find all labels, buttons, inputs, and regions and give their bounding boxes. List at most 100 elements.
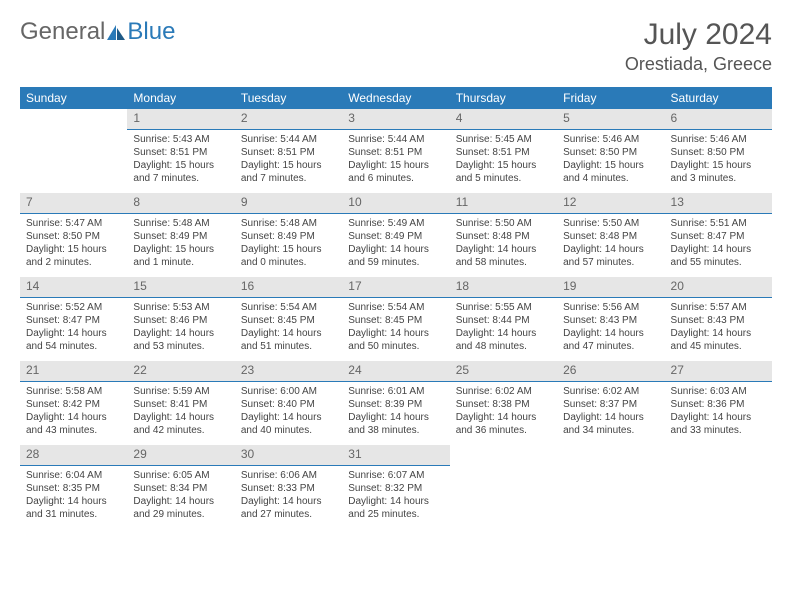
sunset-line: Sunset: 8:32 PM bbox=[348, 482, 443, 495]
sunrise-line: Sunrise: 5:47 AM bbox=[26, 217, 121, 230]
sunrise-line: Sunrise: 5:58 AM bbox=[26, 385, 121, 398]
day-number: 24 bbox=[342, 361, 449, 382]
day-info: Sunrise: 5:50 AMSunset: 8:48 PMDaylight:… bbox=[557, 214, 664, 273]
sunrise-line: Sunrise: 5:50 AM bbox=[456, 217, 551, 230]
calendar-cell: 30Sunrise: 6:06 AMSunset: 8:33 PMDayligh… bbox=[235, 445, 342, 529]
day-number: 23 bbox=[235, 361, 342, 382]
title-block: July 2024 Orestiada, Greece bbox=[625, 18, 772, 75]
daylight-line: Daylight: 15 hours and 2 minutes. bbox=[26, 243, 121, 269]
sunrise-line: Sunrise: 6:02 AM bbox=[563, 385, 658, 398]
day-number: 6 bbox=[665, 109, 772, 130]
calendar-cell bbox=[665, 445, 772, 529]
sunrise-line: Sunrise: 6:07 AM bbox=[348, 469, 443, 482]
sunrise-line: Sunrise: 5:45 AM bbox=[456, 133, 551, 146]
calendar-row: 7Sunrise: 5:47 AMSunset: 8:50 PMDaylight… bbox=[20, 193, 772, 277]
calendar-cell: 6Sunrise: 5:46 AMSunset: 8:50 PMDaylight… bbox=[665, 109, 772, 193]
day-header: Thursday bbox=[450, 87, 557, 109]
sunset-line: Sunset: 8:51 PM bbox=[241, 146, 336, 159]
calendar-cell: 15Sunrise: 5:53 AMSunset: 8:46 PMDayligh… bbox=[127, 277, 234, 361]
daylight-line: Daylight: 15 hours and 0 minutes. bbox=[241, 243, 336, 269]
day-number: 31 bbox=[342, 445, 449, 466]
day-info: Sunrise: 5:55 AMSunset: 8:44 PMDaylight:… bbox=[450, 298, 557, 357]
day-number: 9 bbox=[235, 193, 342, 214]
daylight-line: Daylight: 15 hours and 5 minutes. bbox=[456, 159, 551, 185]
daylight-line: Daylight: 14 hours and 31 minutes. bbox=[26, 495, 121, 521]
sunset-line: Sunset: 8:38 PM bbox=[456, 398, 551, 411]
calendar-cell: 13Sunrise: 5:51 AMSunset: 8:47 PMDayligh… bbox=[665, 193, 772, 277]
calendar-cell: 11Sunrise: 5:50 AMSunset: 8:48 PMDayligh… bbox=[450, 193, 557, 277]
sunrise-line: Sunrise: 6:04 AM bbox=[26, 469, 121, 482]
sunset-line: Sunset: 8:45 PM bbox=[241, 314, 336, 327]
day-info: Sunrise: 5:46 AMSunset: 8:50 PMDaylight:… bbox=[557, 130, 664, 189]
day-number: 15 bbox=[127, 277, 234, 298]
calendar-cell: 17Sunrise: 5:54 AMSunset: 8:45 PMDayligh… bbox=[342, 277, 449, 361]
sunrise-line: Sunrise: 5:56 AM bbox=[563, 301, 658, 314]
daylight-line: Daylight: 14 hours and 34 minutes. bbox=[563, 411, 658, 437]
daylight-line: Daylight: 14 hours and 33 minutes. bbox=[671, 411, 766, 437]
logo: General Blue bbox=[20, 18, 175, 46]
calendar-cell: 18Sunrise: 5:55 AMSunset: 8:44 PMDayligh… bbox=[450, 277, 557, 361]
day-info: Sunrise: 5:49 AMSunset: 8:49 PMDaylight:… bbox=[342, 214, 449, 273]
sunrise-line: Sunrise: 6:00 AM bbox=[241, 385, 336, 398]
sunrise-line: Sunrise: 5:43 AM bbox=[133, 133, 228, 146]
sunrise-line: Sunrise: 5:49 AM bbox=[348, 217, 443, 230]
sunset-line: Sunset: 8:50 PM bbox=[26, 230, 121, 243]
calendar-cell: 22Sunrise: 5:59 AMSunset: 8:41 PMDayligh… bbox=[127, 361, 234, 445]
day-info: Sunrise: 6:07 AMSunset: 8:32 PMDaylight:… bbox=[342, 466, 449, 525]
daylight-line: Daylight: 14 hours and 53 minutes. bbox=[133, 327, 228, 353]
sunset-line: Sunset: 8:49 PM bbox=[241, 230, 336, 243]
sunset-line: Sunset: 8:43 PM bbox=[671, 314, 766, 327]
daylight-line: Daylight: 14 hours and 55 minutes. bbox=[671, 243, 766, 269]
sunset-line: Sunset: 8:50 PM bbox=[671, 146, 766, 159]
sunrise-line: Sunrise: 5:53 AM bbox=[133, 301, 228, 314]
calendar-cell: 20Sunrise: 5:57 AMSunset: 8:43 PMDayligh… bbox=[665, 277, 772, 361]
sunset-line: Sunset: 8:47 PM bbox=[26, 314, 121, 327]
sunrise-line: Sunrise: 6:03 AM bbox=[671, 385, 766, 398]
sunset-line: Sunset: 8:36 PM bbox=[671, 398, 766, 411]
calendar-row: 1 Sunrise: 5:43 AM Sunset: 8:51 PM Daylight… bbox=[20, 109, 772, 193]
calendar-cell: 1Sunrise: 5:43 AMSunset: 8:51 PMDaylight… bbox=[127, 109, 234, 193]
sunrise-line: Sunrise: 5:50 AM bbox=[563, 217, 658, 230]
day-number: 28 bbox=[20, 445, 127, 466]
day-info: Sunrise: 6:03 AMSunset: 8:36 PMDaylight:… bbox=[665, 382, 772, 441]
daylight-line: Daylight: 15 hours and 6 minutes. bbox=[348, 159, 443, 185]
day-info: Sunrise: 5:54 AMSunset: 8:45 PMDaylight:… bbox=[342, 298, 449, 357]
sunset-line: Sunset: 8:43 PM bbox=[563, 314, 658, 327]
calendar-cell bbox=[20, 109, 127, 193]
day-info: Sunrise: 5:45 AMSunset: 8:51 PMDaylight:… bbox=[450, 130, 557, 189]
calendar-cell: 25Sunrise: 6:02 AMSunset: 8:38 PMDayligh… bbox=[450, 361, 557, 445]
calendar-cell: 16Sunrise: 5:54 AMSunset: 8:45 PMDayligh… bbox=[235, 277, 342, 361]
calendar-cell: 9Sunrise: 5:48 AMSunset: 8:49 PMDaylight… bbox=[235, 193, 342, 277]
day-number: 21 bbox=[20, 361, 127, 382]
day-number: 27 bbox=[665, 361, 772, 382]
page-header: General Blue July 2024 Orestiada, Greece bbox=[20, 18, 772, 75]
day-number: 19 bbox=[557, 277, 664, 298]
page-title: July 2024 bbox=[625, 18, 772, 52]
day-number: 1 bbox=[127, 109, 234, 130]
day-number: 20 bbox=[665, 277, 772, 298]
day-info: Sunrise: 6:04 AMSunset: 8:35 PMDaylight:… bbox=[20, 466, 127, 525]
calendar-cell: 21Sunrise: 5:58 AMSunset: 8:42 PMDayligh… bbox=[20, 361, 127, 445]
day-number: 13 bbox=[665, 193, 772, 214]
location-label: Orestiada, Greece bbox=[625, 54, 772, 75]
daylight-line: Daylight: 14 hours and 58 minutes. bbox=[456, 243, 551, 269]
day-number: 18 bbox=[450, 277, 557, 298]
calendar-cell: 2Sunrise: 5:44 AMSunset: 8:51 PMDaylight… bbox=[235, 109, 342, 193]
day-info: Sunrise: 5:44 AMSunset: 8:51 PMDaylight:… bbox=[235, 130, 342, 189]
day-header: Friday bbox=[557, 87, 664, 109]
day-info: Sunrise: 5:47 AMSunset: 8:50 PMDaylight:… bbox=[20, 214, 127, 273]
calendar-cell: 14Sunrise: 5:52 AMSunset: 8:47 PMDayligh… bbox=[20, 277, 127, 361]
calendar-cell: 31Sunrise: 6:07 AMSunset: 8:32 PMDayligh… bbox=[342, 445, 449, 529]
sunrise-line: Sunrise: 5:54 AM bbox=[241, 301, 336, 314]
sunrise-line: Sunrise: 5:46 AM bbox=[671, 133, 766, 146]
calendar-cell: 29Sunrise: 6:05 AMSunset: 8:34 PMDayligh… bbox=[127, 445, 234, 529]
sunrise-line: Sunrise: 5:55 AM bbox=[456, 301, 551, 314]
calendar-cell: 24Sunrise: 6:01 AMSunset: 8:39 PMDayligh… bbox=[342, 361, 449, 445]
day-number: 7 bbox=[20, 193, 127, 214]
daylight-line: Daylight: 14 hours and 25 minutes. bbox=[348, 495, 443, 521]
calendar-cell: 4Sunrise: 5:45 AMSunset: 8:51 PMDaylight… bbox=[450, 109, 557, 193]
sunset-line: Sunset: 8:45 PM bbox=[348, 314, 443, 327]
calendar-cell: 23Sunrise: 6:00 AMSunset: 8:40 PMDayligh… bbox=[235, 361, 342, 445]
daylight-line: Daylight: 15 hours and 4 minutes. bbox=[563, 159, 658, 185]
day-number: 29 bbox=[127, 445, 234, 466]
